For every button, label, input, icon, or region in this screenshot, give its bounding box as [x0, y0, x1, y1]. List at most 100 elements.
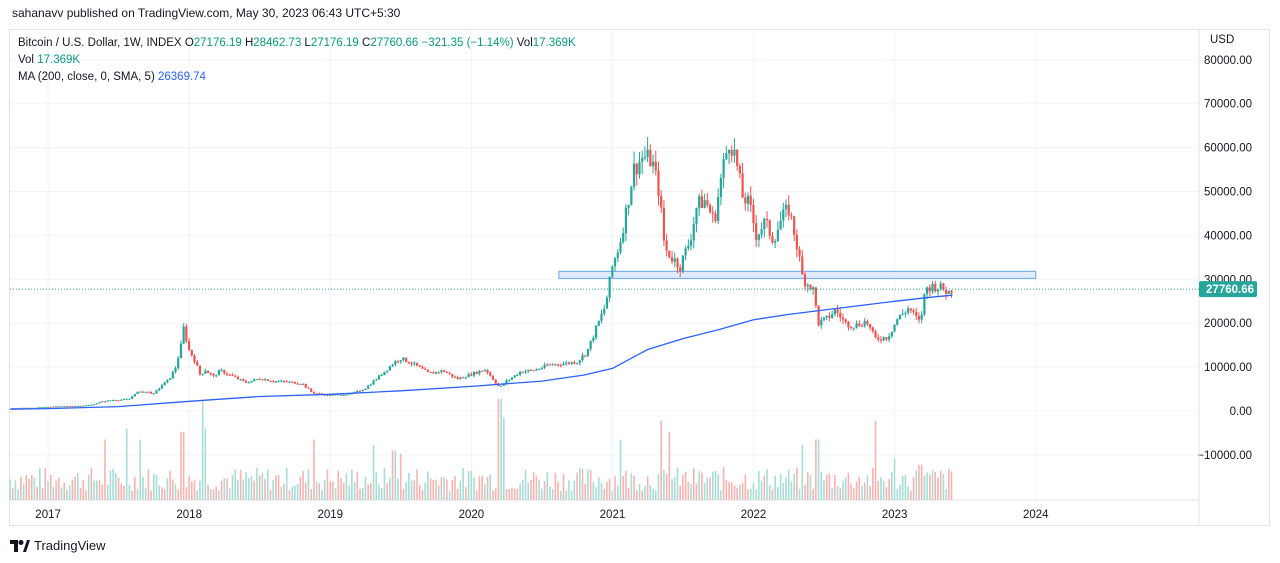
volume-bar	[39, 468, 41, 500]
candle-body	[934, 283, 937, 292]
candle-body	[641, 158, 644, 163]
candle-body	[776, 229, 779, 242]
candle-body	[291, 381, 294, 383]
x-tick-label: 2017	[35, 509, 61, 521]
candle-body	[567, 362, 571, 364]
volume-bar	[766, 469, 768, 500]
candle-body	[269, 380, 272, 382]
candle-body	[722, 159, 725, 178]
candle-body	[443, 370, 446, 372]
candle-body	[120, 399, 123, 401]
volume-bar	[323, 480, 326, 500]
candle-body	[405, 357, 408, 363]
candle-body	[475, 371, 478, 374]
volume-bar	[9, 479, 11, 500]
candle-body	[133, 393, 136, 397]
candle-body	[689, 240, 693, 246]
volume-bar	[139, 439, 142, 500]
volume-bar	[125, 428, 128, 500]
candle-body	[434, 371, 438, 374]
legend-open: 27176.19	[193, 37, 242, 49]
x-tick-label: 2019	[317, 509, 343, 521]
legend-symbol-row[interactable]: Bitcoin / U.S. Dollar, 1W, INDEX O27176.…	[18, 35, 576, 52]
volume-bar	[752, 483, 755, 500]
volume-bar	[785, 477, 787, 500]
legend-ma-row[interactable]: MA (200, close, 0, SMA, 5) 26369.74	[18, 69, 576, 86]
volume-bar	[261, 473, 264, 500]
volume-bar	[451, 480, 454, 500]
volume-bar	[790, 481, 793, 500]
currency-label[interactable]: USD	[1210, 34, 1235, 46]
tradingview-brand[interactable]: TradingView	[34, 538, 106, 553]
candle-body	[926, 287, 929, 294]
volume-bar	[313, 439, 315, 500]
candle-body	[196, 361, 199, 366]
tradingview-logo-icon[interactable]	[10, 539, 30, 552]
volume-bar	[760, 481, 763, 500]
volume-bar	[52, 487, 55, 500]
candle-body	[215, 375, 218, 377]
legend-volume-row[interactable]: Vol 17.369K	[18, 52, 576, 69]
candle-body	[765, 218, 769, 221]
volume-bar	[294, 485, 296, 500]
candle-body	[551, 364, 554, 366]
x-tick-label: 2024	[1023, 509, 1049, 521]
volume-bar	[519, 483, 521, 500]
volume-bar	[231, 475, 234, 500]
volume-bar	[682, 474, 684, 500]
candle-body	[649, 149, 652, 167]
volume-bar	[413, 480, 416, 500]
volume-bar	[877, 481, 880, 500]
candle-body	[185, 326, 188, 342]
volume-bar	[847, 472, 850, 500]
volume-bar	[321, 489, 323, 500]
candle-body	[470, 374, 473, 376]
candle-body	[863, 320, 866, 327]
volume-bar	[90, 468, 93, 500]
volume-bar	[30, 474, 33, 500]
candle-body	[301, 383, 305, 385]
volume-bar	[158, 485, 161, 500]
volume-bar	[717, 474, 719, 500]
volume-bar	[660, 420, 662, 500]
candle-body	[98, 402, 101, 404]
volume-bar	[622, 475, 625, 500]
volume-bar	[904, 474, 907, 500]
volume-bar	[348, 485, 350, 500]
candle-body	[177, 358, 180, 369]
volume-bar	[730, 482, 733, 500]
candle-body	[375, 379, 378, 381]
volume-bar	[630, 473, 633, 500]
volume-bar	[134, 477, 136, 500]
ma-line	[9, 294, 953, 410]
candle-body	[491, 375, 495, 380]
volume-bar	[416, 469, 418, 500]
volume-bar	[910, 490, 912, 500]
candle-body	[860, 325, 864, 327]
chart-frame[interactable]	[9, 29, 1270, 526]
volume-bar	[823, 479, 825, 500]
candle-body	[665, 240, 668, 251]
candle-body	[179, 343, 183, 359]
volume-bar	[891, 471, 893, 500]
volume-bar	[489, 474, 492, 500]
candle-body	[708, 204, 712, 213]
candle-body	[556, 364, 560, 366]
volume-bar	[950, 471, 953, 500]
volume-bar	[929, 474, 931, 500]
volume-bar	[749, 488, 752, 500]
legend-close: 27760.66	[370, 37, 419, 49]
candle-body	[95, 403, 98, 405]
volume-bar	[492, 490, 494, 500]
candle-body	[201, 373, 204, 375]
volume-bar	[280, 486, 283, 500]
candle-body	[500, 385, 503, 387]
candle-body	[36, 407, 39, 409]
volume-bar	[842, 480, 844, 500]
candle-body	[277, 381, 280, 383]
candle-body	[803, 274, 807, 287]
volume-bar	[901, 475, 904, 500]
volume-bar	[711, 471, 714, 500]
volume-bar	[96, 480, 98, 500]
